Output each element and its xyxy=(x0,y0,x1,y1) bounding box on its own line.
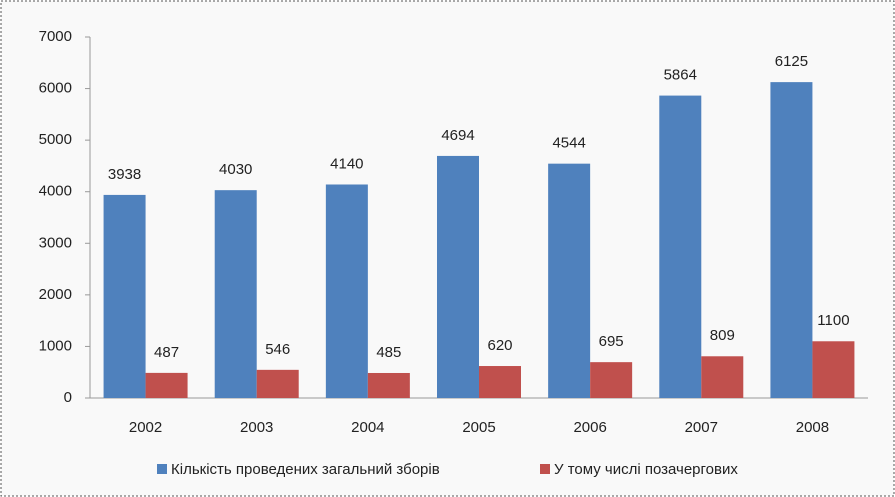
bar xyxy=(256,369,299,398)
data-label: 4544 xyxy=(552,135,585,152)
data-label: 487 xyxy=(154,344,179,361)
legend-swatch xyxy=(157,464,167,474)
x-tick-label: 2003 xyxy=(240,419,273,436)
x-tick-label: 2008 xyxy=(796,419,829,436)
data-label: 546 xyxy=(265,341,290,358)
x-tick-label: 2006 xyxy=(573,419,606,436)
legend-label: Кількість проведених загальний зборів xyxy=(171,461,440,478)
y-tick-label: 3000 xyxy=(39,234,72,251)
bar xyxy=(145,372,188,398)
y-tick-label: 2000 xyxy=(39,286,72,303)
bar xyxy=(479,366,521,398)
data-label: 5864 xyxy=(664,67,697,84)
bar xyxy=(367,372,410,398)
bar xyxy=(701,356,744,398)
data-label: 4694 xyxy=(441,127,474,144)
x-tick-label: 2004 xyxy=(351,419,384,436)
data-label: 4030 xyxy=(219,161,252,178)
y-tick-label: 7000 xyxy=(39,28,72,45)
data-label: 620 xyxy=(487,337,512,354)
x-tick-label: 2007 xyxy=(685,419,718,436)
bar xyxy=(548,163,591,398)
data-label: 485 xyxy=(376,344,401,361)
y-tick-label: 0 xyxy=(64,389,72,406)
legend-label: У тому числі позачергових xyxy=(554,461,738,478)
y-tick-label: 5000 xyxy=(39,131,72,148)
bar xyxy=(325,184,368,398)
data-label: 809 xyxy=(710,327,735,344)
bar xyxy=(437,155,479,398)
x-tick-label: 2002 xyxy=(129,419,162,436)
legend-swatch xyxy=(540,464,550,474)
data-label: 1100 xyxy=(817,312,849,329)
bar xyxy=(590,362,633,398)
data-label: 6125 xyxy=(775,53,808,70)
bar xyxy=(770,82,813,398)
bar xyxy=(214,190,257,398)
bar xyxy=(103,194,146,398)
x-tick-label: 2005 xyxy=(462,419,495,436)
bar xyxy=(812,341,855,398)
y-tick-label: 6000 xyxy=(39,80,72,97)
y-tick-label: 4000 xyxy=(39,183,72,200)
data-label: 4140 xyxy=(330,155,363,172)
data-label: 695 xyxy=(599,333,624,350)
y-tick-label: 1000 xyxy=(39,337,72,354)
bar xyxy=(659,95,702,398)
data-label: 3938 xyxy=(108,166,141,183)
